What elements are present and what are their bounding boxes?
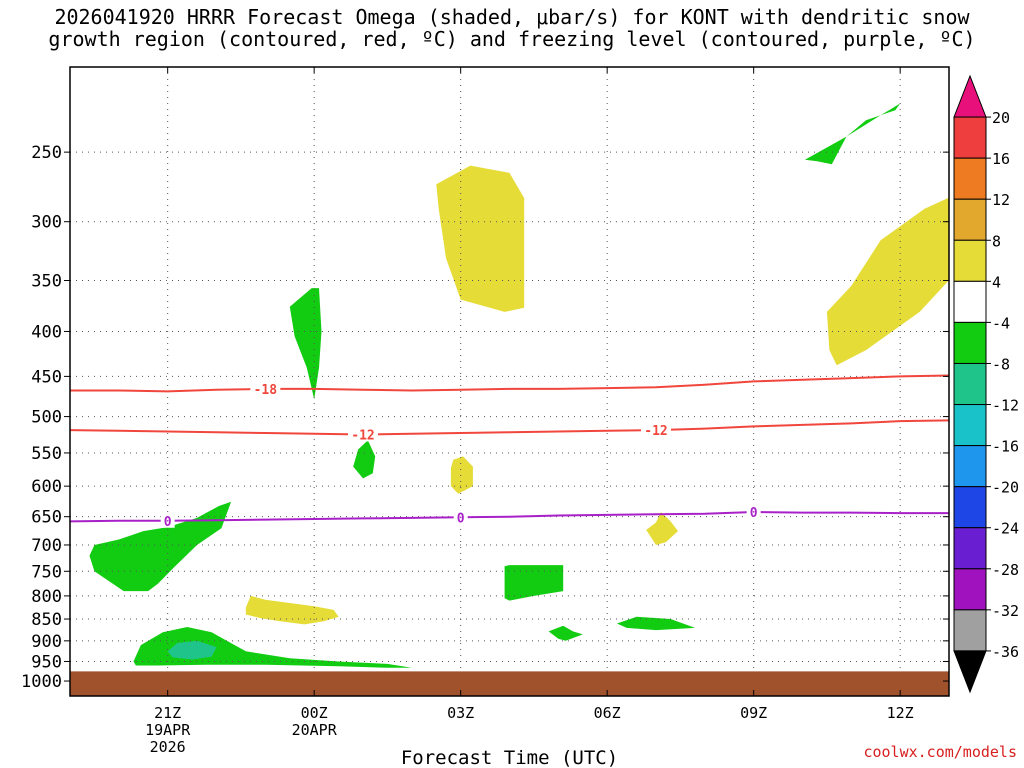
contour-label: 0 xyxy=(457,511,465,526)
title-line-2: growth region (contoured, red, ºC) and f… xyxy=(48,27,976,51)
omega-region-green xyxy=(804,103,901,165)
omega-region-green xyxy=(616,616,696,631)
colorbar-label: 4 xyxy=(992,273,1001,291)
x-tick-label: 20APR xyxy=(292,721,338,739)
contour-label-bg xyxy=(641,423,671,438)
colorbar-bin xyxy=(953,157,987,200)
y-tick-label: 750 xyxy=(31,562,62,582)
x-axis-label: Forecast Time (UTC) xyxy=(401,747,618,768)
colorbar-label: -24 xyxy=(992,520,1019,538)
contour-label: -12 xyxy=(351,428,374,443)
contour-line--12 xyxy=(70,419,949,436)
y-tick-label: 1000 xyxy=(21,672,62,692)
x-tick-label: 06Z xyxy=(594,704,621,722)
colorbar-bin xyxy=(953,116,987,159)
y-tick-label: 900 xyxy=(31,632,62,652)
colorbar-label: 20 xyxy=(992,109,1010,127)
y-tick-label: 250 xyxy=(31,143,62,163)
contour-label: -12 xyxy=(644,424,667,439)
y-tick-label: 400 xyxy=(31,322,62,342)
omega-region-yellow xyxy=(245,595,339,625)
colorbar-label: 12 xyxy=(992,191,1010,209)
omega-region-green xyxy=(89,501,232,592)
omega-region-yellow xyxy=(826,197,949,366)
x-tick-label: 21Z xyxy=(154,704,181,722)
contour-label: 0 xyxy=(164,515,172,530)
omega-region-green xyxy=(353,440,376,479)
plot-background xyxy=(70,67,949,696)
y-tick-label: 300 xyxy=(31,213,62,233)
y-tick-label: 700 xyxy=(31,536,62,556)
colorbar-label: 8 xyxy=(992,232,1001,250)
colorbar-bin xyxy=(953,609,987,652)
title-line-1: 2026041920 HRRR Forecast Omega (shaded, … xyxy=(54,5,970,29)
colorbar-bin xyxy=(953,239,987,282)
omega-region-yellow xyxy=(450,456,473,494)
colorbar-arrow-top xyxy=(953,74,987,118)
y-tick-label: 550 xyxy=(31,444,62,464)
contour-line-0 xyxy=(70,510,949,523)
y-tick-label: 950 xyxy=(31,652,62,672)
colorbar-bin xyxy=(953,568,987,611)
y-tick-label: 600 xyxy=(31,477,62,497)
omega-region-green xyxy=(289,288,322,400)
colorbar-label: -32 xyxy=(992,602,1019,620)
omega-region-yellow xyxy=(436,165,525,312)
chart-title: 2026041920 HRRR Forecast Omega (shaded, … xyxy=(0,6,1024,50)
colorbar-bin xyxy=(953,321,987,364)
x-tick-label: 09Z xyxy=(740,704,767,722)
colorbar-label: -12 xyxy=(992,397,1019,415)
colorbar-bin xyxy=(953,280,987,323)
ground-shading xyxy=(70,671,949,696)
colorbar-label: -36 xyxy=(992,643,1019,661)
contour-label-bg xyxy=(348,427,378,442)
y-tick-label: 350 xyxy=(31,272,62,292)
plot-area: -18 -12 -12 0 0 0 xyxy=(70,67,949,696)
colorbar-bin xyxy=(953,445,987,488)
colorbar-bin xyxy=(953,404,987,447)
y-tick-label: 650 xyxy=(31,508,62,528)
omega-region-teal xyxy=(167,640,217,660)
colorbar-bin xyxy=(953,486,987,529)
contour-label-bg xyxy=(250,381,281,396)
contour-label-bg xyxy=(453,510,468,525)
contour-label: -18 xyxy=(254,383,278,398)
contour-line--18 xyxy=(70,374,949,393)
colorbar-label: 16 xyxy=(992,150,1010,168)
omega-region-green xyxy=(504,565,564,601)
plot-frame xyxy=(69,66,950,697)
x-tick-label: 03Z xyxy=(447,704,474,722)
colorbar-bin xyxy=(953,362,987,406)
colorbar-label: -16 xyxy=(992,438,1019,456)
omega-region-green xyxy=(548,625,583,641)
x-tick-label: 12Z xyxy=(887,704,914,722)
colorbar-bin xyxy=(953,527,987,570)
x-tick-label: 00Z xyxy=(301,704,328,722)
credit-text: coolwx.com/models xyxy=(863,743,1017,761)
colorbar-label: -20 xyxy=(992,479,1019,497)
x-tick-label: 2026 xyxy=(150,738,186,756)
contour-label-bg xyxy=(746,504,761,519)
colorbar-bin xyxy=(953,198,987,241)
y-tick-label: 800 xyxy=(31,587,62,607)
x-tick-label: 19APR xyxy=(145,721,191,739)
y-tick-label: 450 xyxy=(31,367,62,387)
omega-region-yellow xyxy=(646,512,678,545)
colorbar-label: -4 xyxy=(992,314,1010,332)
y-tick-label: 850 xyxy=(31,610,62,630)
contour-label-bg xyxy=(160,513,175,528)
contour-label: 0 xyxy=(750,506,758,521)
y-tick-label: 500 xyxy=(31,408,62,428)
colorbar-arrow-bottom xyxy=(953,650,987,694)
colorbar-label: -8 xyxy=(992,355,1010,373)
colorbar-label: -28 xyxy=(992,561,1019,579)
